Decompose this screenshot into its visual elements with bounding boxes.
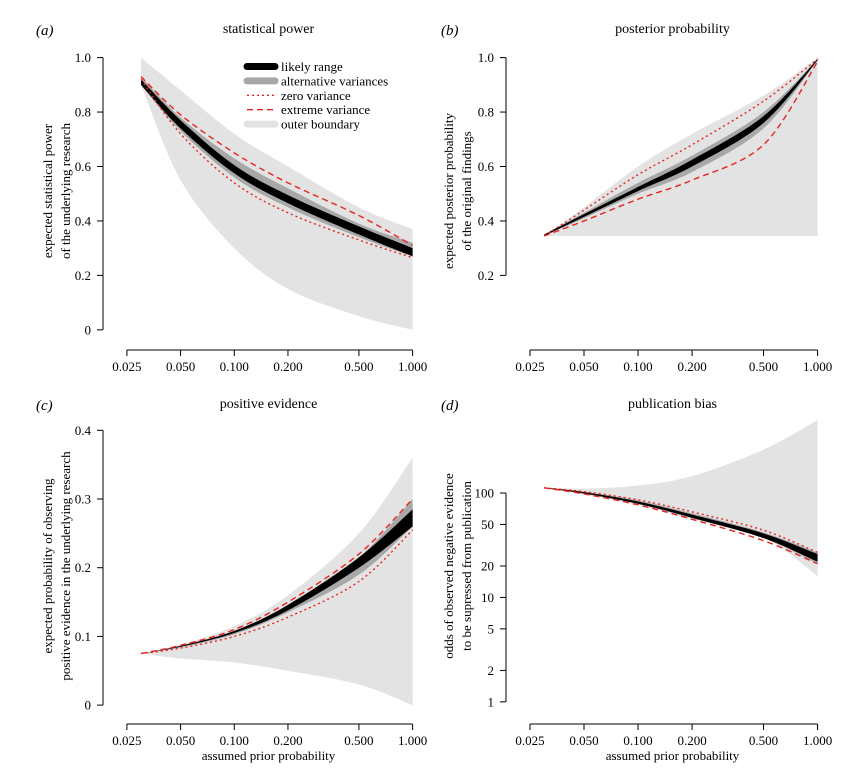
x-axis-label-d: assumed prior probability <box>606 748 740 763</box>
x-tick-label-d: 0.500 <box>749 733 778 748</box>
x-tick-label-a: 1.000 <box>398 359 427 374</box>
axes-d <box>500 492 819 730</box>
panel-title-c: positive evidence <box>220 397 318 412</box>
y-axis-label-c: positive evidence in the underlying rese… <box>58 451 73 681</box>
y-axis-label-b: expected posterior probability <box>441 113 456 269</box>
y-tick-label-c: 0.4 <box>75 423 92 438</box>
y-axis-label-d: odds of observed negative evidence <box>441 473 456 659</box>
x-tick-label-c: 0.200 <box>273 733 302 748</box>
band-likely-range-a <box>141 79 413 257</box>
panel-b: 0.025 0.050 0.100 0.200 0.500 1.000 0.2 0.4 0.6 0… <box>441 22 832 374</box>
y-tick-label-c: 0.1 <box>75 629 91 644</box>
legend-label-zero-variance: zero variance <box>281 88 351 103</box>
legend-label-likely-range: likely range <box>281 59 343 74</box>
y-tick-label-b: 0.6 <box>478 159 495 174</box>
y-axis-label-c: expected probability of observing <box>40 478 55 654</box>
band-outer-boundary-c <box>141 457 413 706</box>
plot-area-b <box>543 57 819 237</box>
y-tick-label-d: 20 <box>481 559 494 574</box>
panel-a: 0.025 0.050 0.100 0.200 0.500 1.000 0 0.2 0.4 0.6… <box>36 22 427 374</box>
x-tick-label-c: 1.000 <box>398 733 427 748</box>
y-tick-label-b: 1.0 <box>478 50 494 65</box>
line-zero-variance-d <box>544 487 818 554</box>
y-tick-label-a: 0.4 <box>75 213 92 228</box>
x-axis-label-c: assumed prior probability <box>202 748 336 763</box>
y-tick-label-a: 1.0 <box>75 50 91 65</box>
line-extreme-variance-d <box>544 487 818 565</box>
panel-label-d: (d) <box>441 398 459 414</box>
legend-label-extreme-variance: extreme variance <box>281 102 370 117</box>
legend-label-outer-boundary: outer boundary <box>281 117 361 132</box>
y-tick-label-b: 0.2 <box>478 268 494 283</box>
axes-a <box>97 57 414 356</box>
panel-title-d: publication bias <box>628 397 717 412</box>
y-tick-label-a: 0.8 <box>75 105 91 120</box>
x-tick-label-d: 0.200 <box>677 733 706 748</box>
line-extreme-variance-a <box>140 76 413 247</box>
y-tick-label-b: 0.4 <box>478 213 495 228</box>
x-tick-label-b: 0.200 <box>677 359 706 374</box>
y-tick-label-d: 100 <box>475 486 495 501</box>
band-outer-boundary-d <box>544 420 818 577</box>
x-tick-label-d: 0.100 <box>623 733 652 748</box>
x-tick-label-a: 0.200 <box>273 359 302 374</box>
line-extreme-variance-b <box>543 61 819 237</box>
x-tick-label-c: 0.025 <box>112 733 141 748</box>
x-tick-label-d: 1.000 <box>803 733 832 748</box>
x-tick-label-b: 1.000 <box>803 359 832 374</box>
y-tick-label-a: 0 <box>85 322 92 337</box>
y-tick-label-b: 0.8 <box>478 105 494 120</box>
y-tick-label-d: 1 <box>488 694 495 709</box>
y-axis-label-b: of the original findings <box>459 131 474 251</box>
y-tick-label-d: 10 <box>481 590 494 605</box>
line-zero-variance-b <box>543 58 819 237</box>
y-tick-label-d: 2 <box>488 663 495 678</box>
panel-label-b: (b) <box>441 23 459 39</box>
axes-c <box>97 429 414 730</box>
panel-title-b: posterior probability <box>615 22 730 37</box>
x-tick-label-c: 0.050 <box>166 733 195 748</box>
y-tick-label-a: 0.6 <box>75 159 92 174</box>
plot-area-c <box>140 457 414 706</box>
legend-label-alternative-variances: alternative variances <box>281 73 388 88</box>
y-tick-label-a: 0.2 <box>75 268 91 283</box>
y-tick-label-c: 0.3 <box>75 492 91 507</box>
panel-d: 0.025 0.050 0.100 0.200 0.500 1.000 1 2 5 10 20 50 1… <box>441 397 832 763</box>
y-tick-label-d: 5 <box>488 621 495 636</box>
plot-area-a <box>140 57 413 330</box>
x-tick-label-c: 0.500 <box>344 733 373 748</box>
line-zero-variance-a <box>140 78 413 259</box>
y-tick-label-c: 0.2 <box>75 560 91 575</box>
panel-title-a: statistical power <box>223 22 315 37</box>
x-tick-label-c: 0.100 <box>220 733 249 748</box>
x-tick-label-a: 0.100 <box>220 359 249 374</box>
plot-area-d <box>544 420 818 577</box>
x-tick-label-a: 0.050 <box>166 359 195 374</box>
panel-label-c: (c) <box>36 398 53 414</box>
x-tick-label-a: 0.500 <box>344 359 373 374</box>
x-tick-label-b: 0.025 <box>515 359 544 374</box>
y-axis-label-d: to be supressed from publication <box>459 481 474 651</box>
x-tick-label-d: 0.050 <box>569 733 598 748</box>
y-tick-label-c: 0 <box>85 698 92 713</box>
band-outer-boundary-b <box>544 57 818 236</box>
y-axis-label-a: expected statistical power <box>40 123 55 258</box>
x-tick-label-d: 0.025 <box>515 733 544 748</box>
x-tick-label-b: 0.500 <box>749 359 778 374</box>
x-tick-label-b: 0.050 <box>569 359 598 374</box>
x-tick-label-a: 0.025 <box>112 359 141 374</box>
y-tick-label-d: 50 <box>481 517 494 532</box>
y-axis-label-a: of the underlying research <box>58 122 73 259</box>
axes-b <box>500 57 819 356</box>
panel-label-a: (a) <box>36 23 54 39</box>
line-extreme-variance-c <box>140 498 414 655</box>
x-tick-label-b: 0.100 <box>623 359 652 374</box>
panel-c: 0.025 0.050 0.100 0.200 0.500 1.000 0 0.1 0.2 0.3… <box>36 397 427 763</box>
